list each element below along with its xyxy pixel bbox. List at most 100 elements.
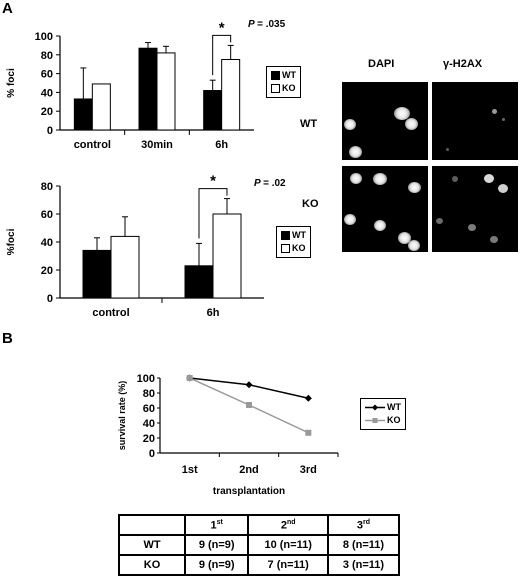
point-wt-2nd [245,381,253,389]
micrograph-wt-h2ax [432,82,518,160]
bar-ko-6h [221,59,241,131]
y-tick-label: 0 [47,293,53,305]
y-tick-label: 60 [41,209,53,221]
bar-wt-control [82,249,112,299]
point-wt-3rd [304,394,312,402]
micrograph-ko-dapi [342,166,428,252]
y-tick-label: 20 [41,106,53,118]
legend-ko-swatch [281,244,290,253]
legend-wt-swatch [271,71,280,80]
y-tick-label: 40 [41,237,53,249]
transplant-table: 1st 2nd 3rd WT 9 (n=9) 10 (n=11) 8 (n=11… [118,514,401,576]
p-value-label: P = .02 [254,178,286,189]
legend-ko-label: KO [282,83,296,93]
y-tick-label: 0 [47,125,53,137]
legend-wt-label: WT [282,70,296,80]
x-tick-label: 2nd [239,464,259,476]
table-cell: 9 (n=9) [183,534,250,556]
y-tick-label: 80 [143,388,155,400]
significance-star: * [219,19,225,36]
header-sup: rd [363,518,371,526]
table-header-cell: 2nd [247,514,329,536]
table-row: WT 9 (n=9) 10 (n=11) 8 (n=11) [118,534,401,556]
table-header-row: 1st 2nd 3rd [118,514,401,536]
legend-wt-label: WT [292,230,306,240]
y-tick-label: 20 [41,265,53,277]
microscopy-row-label-wt: WT [300,118,318,130]
table-cell: KO [118,554,186,576]
y-tick-label: 80 [41,50,53,62]
legend-ko-line-icon [365,418,385,423]
y-tick-label: 100 [137,373,155,385]
point-ko-1st [186,375,193,381]
microscopy-row-label-ko: KO [302,198,319,210]
chart2-legend: WT KO [276,226,311,258]
significance-star: * [210,173,216,190]
chart3-legend: WT KO [360,398,406,430]
micrograph-wt-dapi [342,82,428,160]
y-axis-label: % foci [6,68,17,98]
bar-chart-foci-6h: %foci 0 20 40 60 80 control 6h * P = .02 [6,173,286,319]
bar-chart-foci-timecourse: % foci 0 20 40 60 80 100 control 30min 6h * P = .03… [6,19,286,151]
table-header-cell [118,514,186,536]
table-cell: 10 (n=11) [247,534,329,556]
table-cell: WT [118,534,186,556]
p-value-label: P = .035 [248,19,286,30]
header-base: 2 [280,519,287,532]
micrograph-ko-h2ax [432,166,518,252]
chart1-legend: WT KO [266,66,301,98]
x-tick-label: 30min [141,139,173,151]
bar-ko-30min [156,52,176,131]
table-cell: 7 (n=11) [247,554,329,576]
legend-ko-label: KO [387,415,401,425]
y-axis-label: %foci [6,228,17,255]
bar-ko-control [110,235,140,299]
significance-bracket [212,34,232,76]
bar-wt-6h [184,265,214,299]
header-base: 3 [356,519,364,532]
header-sup: nd [286,518,296,526]
bar-ko-control [91,83,111,131]
microscopy-col-label-h2ax: γ-H2AX [443,58,483,70]
legend-wt-swatch [281,231,290,240]
y-tick-label: 20 [143,433,155,445]
y-axis-label: survival rate (%) [117,381,127,451]
x-tick-label: 1st [182,464,198,476]
bar-wt-6h [203,90,223,131]
header-sup: st [216,518,223,526]
y-tick-label: 40 [41,87,53,99]
line-chart-survival: survival rate (%) 0 20 40 60 80 100 1st 2nd 3rd tr… [117,373,339,497]
bar-wt-30min [138,47,158,131]
x-tick-label: control [92,307,129,319]
table-cell: 8 (n=11) [326,534,401,556]
header-base: 1 [210,519,217,532]
bar-ko-6h [212,213,242,299]
microscopy-col-label-dapi: DAPI [368,58,395,70]
table-cell: 9 (n=9) [183,554,250,576]
bar-wt-control [73,98,93,131]
x-tick-label: 3rd [300,464,317,476]
y-tick-label: 60 [41,69,53,81]
table-header-cell: 1st [183,514,250,536]
y-tick-label: 80 [41,181,53,193]
significance-bracket [198,188,228,239]
x-tick-label: 6h [215,139,228,151]
legend-ko-swatch [271,84,280,93]
point-ko-2nd [246,402,252,408]
y-tick-label: 60 [143,403,155,415]
y-tick-label: 100 [35,31,53,43]
table-row: KO 9 (n=9) 7 (n=11) 3 (n=11) [118,554,401,576]
x-tick-label: 6h [207,307,220,319]
panel-b-label: B [2,330,13,347]
legend-wt-label: WT [387,402,401,412]
y-tick-label: 0 [149,448,155,460]
x-tick-label: control [74,139,111,151]
table-cell: 3 (n=11) [326,554,401,576]
point-ko-3rd [305,429,312,436]
legend-wt-line-icon [365,404,385,411]
x-axis-label: transplantation [213,486,285,497]
y-tick-label: 40 [143,418,155,430]
legend-ko-label: KO [292,243,306,253]
table-header-cell: 3rd [326,514,401,536]
panel-a-label: A [2,0,13,17]
